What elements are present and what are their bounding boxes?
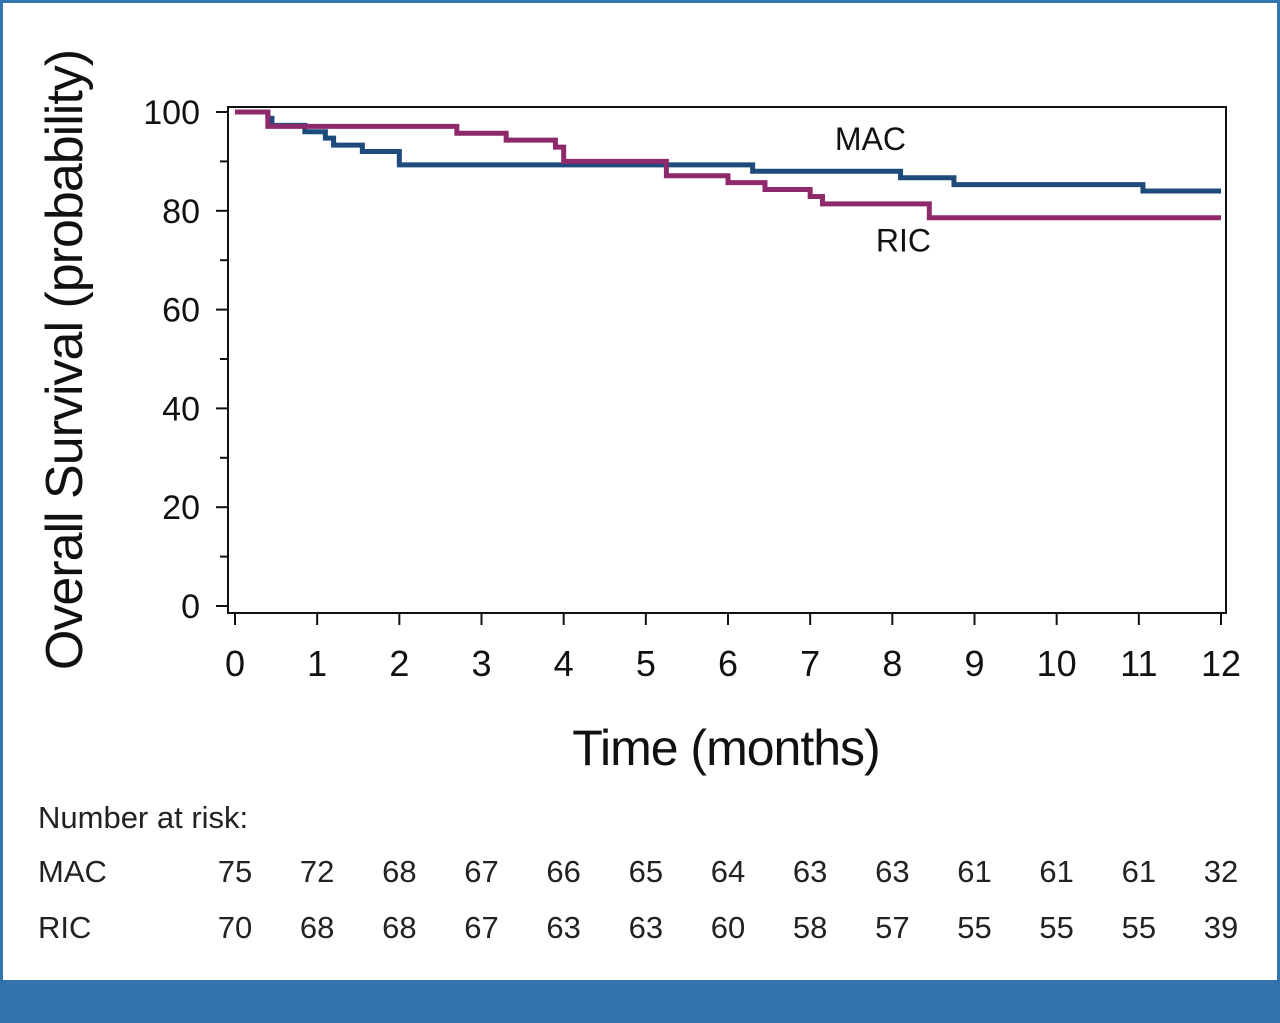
risk-cell: 63 [875, 854, 910, 889]
curve-labels: MAC RIC [835, 121, 931, 258]
risk-cell: 57 [875, 910, 910, 945]
risk-cell: 61 [1121, 854, 1157, 889]
footer-band [0, 980, 1280, 1023]
y-tick-label: 60 [162, 292, 200, 330]
risk-cell: 61 [957, 854, 992, 889]
risk-cell: 75 [217, 854, 253, 889]
risk-cell: 63 [628, 910, 664, 945]
risk-cell: 39 [1203, 910, 1239, 945]
risk-cell: 65 [628, 854, 664, 889]
risk-cell: 68 [299, 910, 335, 945]
risk-cell: 68 [382, 854, 417, 889]
y-axis: 0 20 40 60 80 100 [143, 94, 228, 626]
risk-cell: 70 [217, 910, 253, 945]
y-axis-title: Overall Survival (probability) [36, 49, 94, 671]
risk-row-label: MAC [38, 854, 107, 889]
x-tick-label: 1 [307, 643, 327, 684]
y-tick-label: 0 [181, 588, 200, 626]
risk-cell: 72 [299, 854, 335, 889]
risk-cell: 67 [464, 854, 499, 889]
risk-cell: 55 [1121, 910, 1157, 945]
risk-row-label: RIC [38, 910, 92, 945]
x-axis: 0 1 2 3 4 5 6 7 8 9 10 11 12 [225, 613, 1241, 684]
series-mac-label: MAC [835, 121, 906, 157]
y-tick-label: 40 [162, 390, 200, 428]
risk-cell: 55 [957, 910, 992, 945]
x-tick-label: 4 [554, 643, 574, 684]
x-tick-label: 6 [718, 643, 738, 684]
x-tick-label: 8 [882, 643, 902, 684]
y-tick-label: 100 [143, 94, 200, 132]
risk-cell: 67 [464, 910, 499, 945]
risk-cell: 60 [710, 910, 746, 945]
series-ric-curve [235, 109, 1221, 221]
x-tick-label: 10 [1037, 643, 1077, 684]
x-tick-label: 5 [636, 643, 656, 684]
x-tick-label: 11 [1120, 643, 1157, 684]
risk-cell: 32 [1203, 854, 1239, 889]
risk-cell: 61 [1039, 854, 1074, 889]
risk-table-title: Number at risk: [38, 800, 249, 835]
risk-cell: 68 [382, 910, 417, 945]
survival-curves [235, 109, 1221, 221]
risk-cell: 63 [792, 854, 828, 889]
risk-cell: 58 [792, 910, 828, 945]
risk-cell: 64 [710, 854, 746, 889]
x-tick-label: 12 [1201, 643, 1241, 684]
series-ric-label: RIC [876, 222, 931, 258]
x-tick-label: 3 [471, 643, 491, 684]
y-tick-label: 20 [162, 489, 200, 527]
x-tick-label: 2 [389, 643, 409, 684]
risk-cell: 66 [546, 854, 581, 889]
x-tick-label: 7 [800, 643, 820, 684]
x-tick-label: 9 [964, 643, 984, 684]
y-tick-label: 80 [162, 193, 200, 231]
x-tick-label: 0 [225, 643, 245, 684]
x-axis-title: Time (months) [572, 720, 880, 776]
risk-cell: 55 [1039, 910, 1074, 945]
risk-cell: 63 [546, 910, 581, 945]
